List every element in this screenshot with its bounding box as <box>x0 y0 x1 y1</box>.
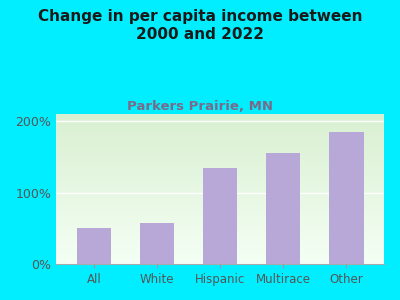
Bar <box>140 223 174 264</box>
Bar <box>329 132 364 264</box>
Text: Change in per capita income between
2000 and 2022: Change in per capita income between 2000… <box>38 9 362 42</box>
Text: Parkers Prairie, MN: Parkers Prairie, MN <box>127 100 273 113</box>
Bar <box>266 153 300 264</box>
Bar <box>203 168 237 264</box>
Bar <box>76 228 111 264</box>
